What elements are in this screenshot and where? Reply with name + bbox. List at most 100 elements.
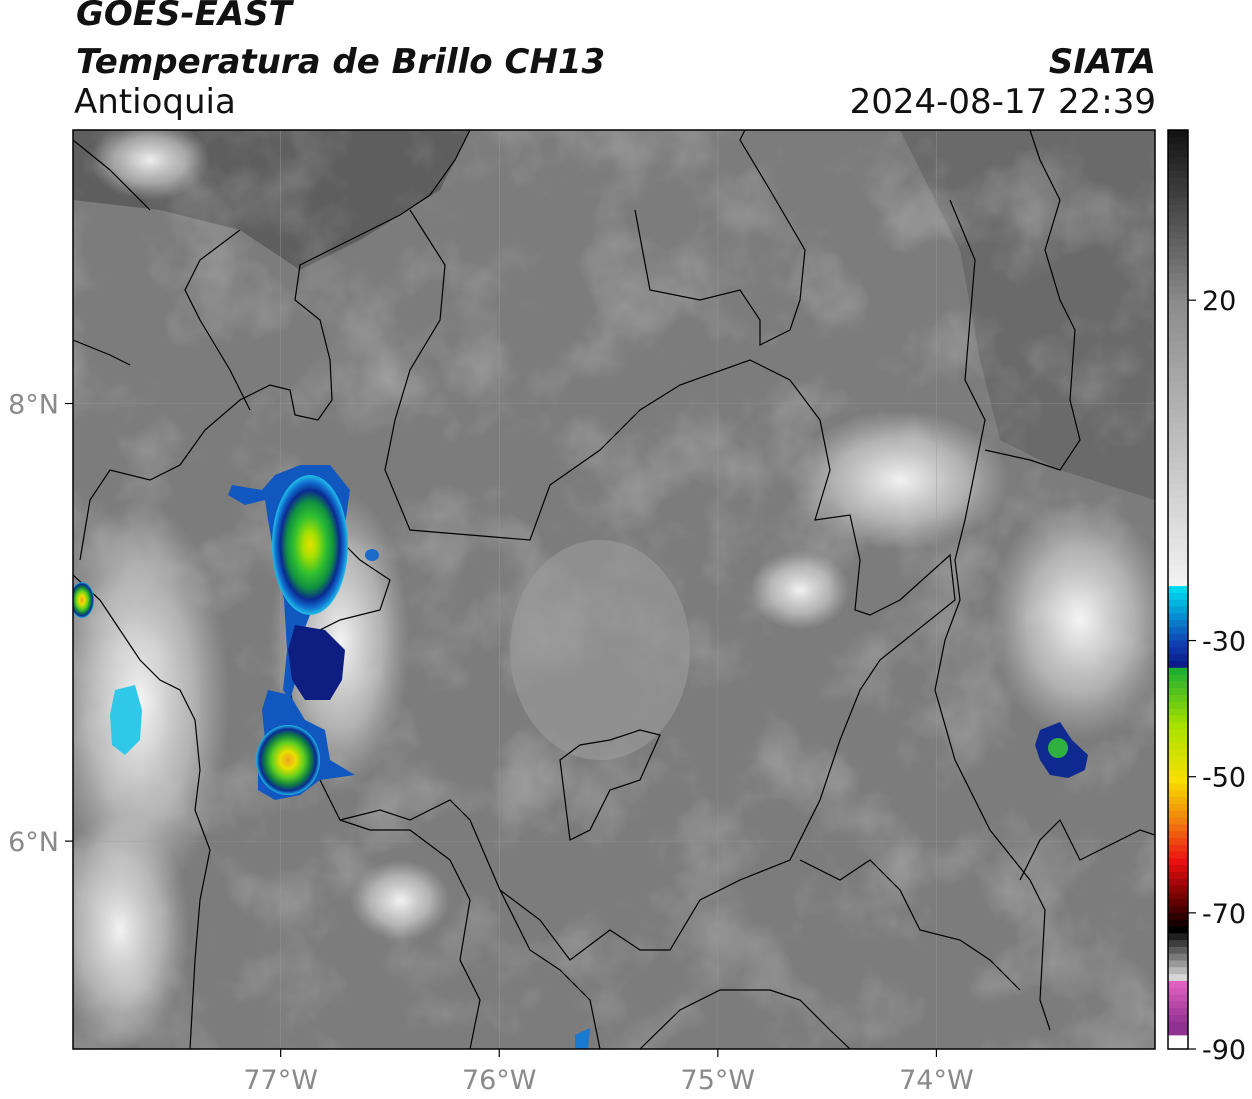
colorbar-step <box>1168 701 1188 710</box>
lon-tick-label: 76°W <box>462 1065 537 1096</box>
colorbar-step <box>1168 892 1188 900</box>
colorbar-step <box>1168 831 1188 839</box>
colorbar-step <box>1168 933 1188 941</box>
colorbar-step <box>1168 599 1188 608</box>
colorbar-step <box>1168 429 1188 437</box>
colorbar-step <box>1168 130 1188 138</box>
colorbar-step <box>1168 776 1188 785</box>
colorbar-step <box>1168 204 1188 213</box>
colorbar-step <box>1168 674 1188 682</box>
colorbar-step <box>1168 586 1188 594</box>
colorbar-tick-label: 20 <box>1202 286 1236 317</box>
colorbar-step <box>1168 681 1188 689</box>
colorbar-step <box>1168 667 1188 676</box>
colorbar-step <box>1168 756 1188 764</box>
colorbar-step <box>1168 790 1188 798</box>
colorbar-step <box>1168 375 1188 383</box>
colorbar-step <box>1168 511 1188 519</box>
colorbar-step <box>1168 613 1188 621</box>
colorbar-tick-label: -50 <box>1202 763 1246 794</box>
colorbar-step <box>1168 388 1188 396</box>
colorbar-step <box>1168 851 1188 859</box>
colorbar-step <box>1168 878 1188 887</box>
graticule <box>73 130 1155 1049</box>
colorbar-step <box>1168 341 1188 349</box>
caribbean-coastline <box>79 130 471 561</box>
caldas-border <box>499 889 851 1049</box>
cloud-east <box>990 500 1155 740</box>
antioquia-border <box>339 209 956 961</box>
colorbar-step <box>1168 803 1188 812</box>
colorbar-step <box>1168 402 1188 410</box>
colorbar-step <box>1168 545 1188 553</box>
colorbar-step <box>1168 729 1188 737</box>
colorbar-step <box>1168 797 1188 805</box>
cloud-band-southwest <box>73 810 190 1049</box>
colorbar-step <box>1168 1028 1188 1036</box>
warm-valley-area <box>510 540 690 760</box>
colorbar-step <box>1168 974 1188 982</box>
panama-border <box>73 139 151 366</box>
colorbar-step <box>1168 695 1188 703</box>
colorbar-step <box>1168 293 1188 301</box>
colorbar-step <box>1168 449 1188 458</box>
colorbar-step <box>1168 286 1188 294</box>
colorbar-step <box>1168 218 1188 226</box>
colorbar-step <box>1168 531 1188 539</box>
colorbar-step <box>1168 497 1188 505</box>
storm-cell-main-core <box>272 475 348 615</box>
eastern-border <box>1019 818 1155 881</box>
convective-cloud-tops <box>73 465 1088 1049</box>
colorbar-step <box>1168 470 1188 478</box>
colorbar-step <box>1168 722 1188 730</box>
colorbar-step <box>1168 361 1188 369</box>
colorbar-step <box>1168 395 1188 403</box>
colorbar-step <box>1168 858 1188 866</box>
colorbar-step <box>1168 688 1188 696</box>
colorbar-step <box>1168 409 1188 417</box>
lon-tick-label: 74°W <box>899 1065 974 1096</box>
colorbar-step <box>1168 306 1188 315</box>
colorbar-step <box>1168 837 1188 846</box>
colorbar-step <box>1168 565 1188 573</box>
colorbar-step <box>1168 906 1188 914</box>
colorbar-step <box>1168 1035 1188 1049</box>
colorbar-step <box>1168 592 1188 601</box>
colorbar-step <box>1168 926 1188 934</box>
colorbar-step <box>1168 266 1188 274</box>
pacific-coastline <box>73 574 211 1049</box>
colorbar-step <box>1168 524 1188 533</box>
storm-cell-east-core <box>1048 738 1068 758</box>
enclave-border <box>559 729 661 841</box>
colorbar-step <box>1168 872 1188 880</box>
colorbar-step <box>1168 191 1188 199</box>
colorbar-step <box>1168 334 1188 342</box>
colorbar-step <box>1168 1014 1188 1023</box>
colorbar-step <box>1168 1021 1188 1030</box>
bolivar-border <box>934 199 1051 1031</box>
colorbar-step <box>1168 463 1188 471</box>
colorbar-tick-label: -90 <box>1202 1035 1246 1066</box>
colorbar-step <box>1168 211 1188 219</box>
cloud-south <box>350 860 450 940</box>
colorbar-step <box>1168 1008 1188 1016</box>
colorbar-step <box>1168 422 1188 431</box>
colorbar-step <box>1168 354 1188 362</box>
colorbar-step <box>1168 238 1188 247</box>
colorbar-step <box>1168 626 1188 635</box>
colorbar-step <box>1168 327 1188 335</box>
coastlines-and-borders <box>73 130 1155 1049</box>
region-subtitle: Antioquia <box>74 82 236 122</box>
colorbar-step <box>1168 436 1188 444</box>
colorbar-step <box>1168 443 1188 451</box>
colorbar-step <box>1168 490 1188 499</box>
colorbar-step <box>1168 1001 1188 1009</box>
colorbar-step <box>1168 633 1188 642</box>
southwest-border <box>339 819 481 1049</box>
colorbar-step <box>1168 865 1188 873</box>
colorbar-step <box>1168 960 1188 968</box>
cold-cloud-small <box>365 549 379 561</box>
colorbar-ticks: 20 -30 -50 -70 -90 <box>1188 286 1246 1066</box>
storm-cell-west-edge <box>73 582 94 618</box>
